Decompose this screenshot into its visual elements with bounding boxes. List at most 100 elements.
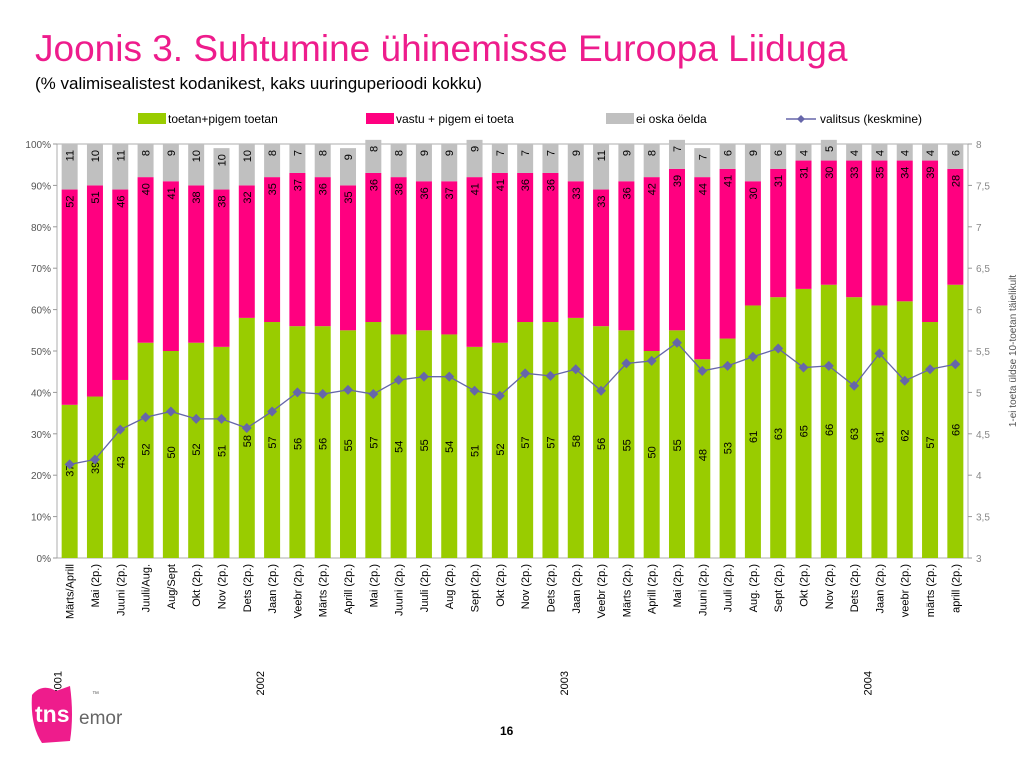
data-label-ei-oska: 4: [900, 150, 912, 156]
data-label-vastu: 32: [242, 191, 254, 203]
x-category-label: Juuni (2p.): [697, 564, 709, 616]
bar-vastu: [112, 189, 129, 380]
data-label-ei-oska: 10: [191, 150, 203, 162]
line-point-valitsus: [469, 385, 480, 396]
bar-toetan: [820, 284, 837, 558]
data-label-ei-oska: 9: [571, 150, 583, 156]
bar-ei-oska: [795, 144, 812, 161]
x-year-label: 2003: [559, 671, 571, 695]
data-label-toetan: 57: [368, 436, 380, 448]
y-left-tick-label: 80%: [31, 223, 51, 234]
x-category-label: Jaan (2p.): [874, 564, 886, 614]
data-label-vastu: 39: [672, 175, 684, 187]
bar-ei-oska: [238, 144, 255, 186]
bar-toetan: [567, 317, 584, 558]
data-label-ei-oska: 4: [874, 150, 886, 156]
bar-ei-oska: [896, 144, 913, 161]
x-category-label: Jaan (2p.): [267, 564, 279, 614]
data-label-toetan: 54: [444, 441, 456, 453]
bar-ei-oska: [618, 144, 635, 182]
data-label-ei-oska: 7: [545, 150, 557, 156]
bar-toetan: [466, 346, 483, 558]
data-label-ei-oska: 8: [267, 150, 279, 156]
line-point-valitsus: [823, 360, 834, 371]
legend-swatch: [138, 113, 166, 124]
bar-toetan: [922, 322, 939, 558]
bar-vastu: [86, 185, 103, 397]
data-label-vastu: 41: [166, 187, 178, 199]
data-label-vastu: 33: [571, 187, 583, 199]
line-point-valitsus: [520, 368, 531, 379]
y-right-tick-label: 5: [976, 388, 982, 399]
bar-ei-oska: [340, 148, 357, 186]
data-label-ei-oska: 8: [368, 146, 380, 152]
data-label-toetan: 50: [166, 446, 178, 458]
data-label-vastu: 38: [191, 191, 203, 203]
y-right-tick-label: 3,5: [976, 513, 990, 524]
x-category-label: Juuni (2p.): [394, 564, 406, 616]
data-label-toetan: 39: [90, 462, 102, 474]
chart-title: Joonis 3. Suhtumine ühinemisse Euroopa L…: [35, 28, 848, 69]
bar-vastu: [61, 189, 78, 405]
data-label-toetan: 37: [65, 465, 77, 477]
bar-toetan: [668, 330, 685, 558]
page-number: 16: [500, 724, 514, 738]
line-point-valitsus: [343, 384, 354, 395]
logo-trademark: ™: [92, 691, 99, 698]
data-label-ei-oska: 10: [242, 150, 254, 162]
data-label-vastu: 36: [520, 179, 532, 191]
bar-toetan: [213, 346, 230, 558]
bar-toetan: [365, 322, 382, 558]
legend-swatch: [606, 113, 634, 124]
x-category-label: Dets (2p.): [545, 564, 557, 612]
data-label-toetan: 63: [849, 428, 861, 440]
data-label-toetan: 63: [773, 428, 785, 440]
data-label-ei-oska: 9: [419, 150, 431, 156]
line-point-valitsus: [773, 343, 784, 354]
data-label-ei-oska: 4: [849, 150, 861, 156]
bar-vastu: [820, 160, 837, 285]
data-label-toetan: 55: [621, 439, 633, 451]
bar-vastu: [795, 160, 812, 289]
bar-vastu: [466, 177, 483, 347]
bar-vastu: [441, 181, 458, 335]
data-label-toetan: 55: [672, 439, 684, 451]
bar-ei-oska: [770, 144, 787, 169]
x-category-label: Okt (2p.): [495, 564, 507, 607]
data-label-toetan: 56: [318, 438, 330, 450]
data-label-ei-oska: 11: [596, 150, 608, 161]
bar-toetan: [61, 404, 78, 558]
data-label-vastu: 31: [773, 175, 785, 187]
data-label-ei-oska: 8: [318, 150, 330, 156]
line-point-valitsus: [570, 364, 581, 375]
data-label-ei-oska: 7: [697, 154, 709, 160]
data-label-ei-oska: 10: [216, 154, 228, 166]
x-category-label: Dets (2p.): [849, 564, 861, 612]
bar-toetan: [896, 301, 913, 558]
line-point-valitsus: [874, 348, 885, 359]
data-label-toetan: 58: [571, 435, 583, 447]
data-label-toetan: 52: [495, 443, 507, 455]
data-label-toetan: 50: [647, 446, 659, 458]
y-right-axis-label: 1-ei toeta üldse 10-toetan täielikult: [1008, 275, 1019, 428]
data-label-toetan: 48: [697, 449, 709, 461]
data-label-vastu: 40: [141, 183, 153, 195]
x-category-label: aprill (2p.): [950, 564, 962, 613]
bar-vastu: [694, 177, 711, 360]
x-category-label: Mai (2p.): [672, 564, 684, 607]
logo-text-main: tns: [35, 701, 70, 727]
bar-vastu: [238, 185, 255, 318]
data-label-ei-oska: 6: [773, 150, 785, 156]
y-left-tick-label: 90%: [31, 181, 51, 192]
data-label-ei-oska: 9: [748, 150, 760, 156]
tns-emor-logo: tns emor ™: [31, 686, 123, 743]
bar-ei-oska: [213, 148, 230, 190]
x-category-label: Märts (2p.): [621, 564, 633, 617]
bar-vastu: [213, 189, 230, 347]
y-left-tick-label: 100%: [25, 140, 51, 151]
bar-toetan: [517, 322, 534, 558]
bar-toetan: [618, 330, 635, 558]
x-category-label: Veebr (2p.): [292, 564, 304, 618]
bar-toetan: [264, 322, 281, 558]
data-label-vastu: 39: [925, 167, 937, 179]
